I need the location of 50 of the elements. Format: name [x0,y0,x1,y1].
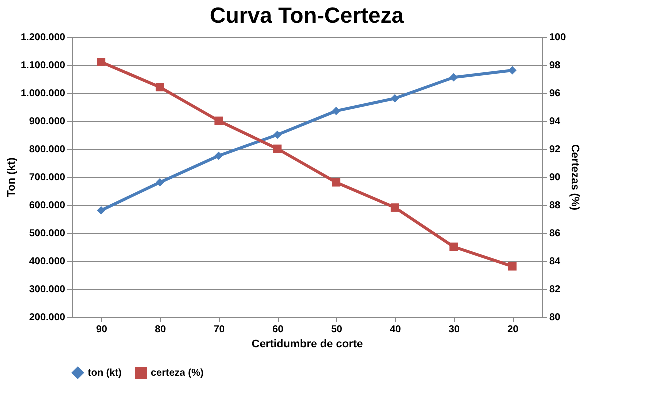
y2-axis-title: Certezas (%) [569,144,582,211]
y-tick-label: 1.200.000 [21,32,66,44]
point [332,107,341,116]
y2-tick-label: 86 [550,228,562,240]
y-tick-label: 700.000 [29,172,66,184]
y-tick-label: 300.000 [29,284,66,296]
point [273,144,282,154]
y2-tick-label: 90 [550,172,562,184]
point [390,94,400,103]
point [332,178,341,187]
y2-tick-label: 84 [550,256,562,268]
y2-tick-label: 82 [550,284,562,296]
y2-tick-label: 80 [550,312,562,324]
legend-label: ton (kt) [88,368,122,379]
legend-label: certeza (%) [151,368,204,379]
y2-tick-label: 94 [550,116,562,128]
point [156,178,164,187]
y-tick-label: 400.000 [29,256,66,268]
y-tick-label: 600.000 [29,200,66,212]
y2-tick-label: 96 [550,88,562,100]
y-tick-label: 900.000 [29,116,66,128]
x-tick-label: 20 [508,324,520,336]
x-tick-label: 70 [214,324,226,336]
y2-tick-label: 98 [550,60,562,72]
y-axis-title: Ton (kt) [6,157,18,198]
point [156,83,164,92]
point [97,206,106,215]
x-tick-label: 40 [390,324,402,336]
y-tick-label: 1.000.000 [21,88,66,100]
y-tick-label: 500.000 [29,228,66,240]
point [273,130,282,140]
point [214,116,224,126]
x-tick-label: 80 [155,324,167,336]
y-tick-label: 200.000 [29,312,66,324]
chart-title: Curva Ton-Certeza [210,3,405,28]
point [508,262,517,271]
x-tick-label: 50 [331,324,343,336]
point [450,242,458,252]
y2-tick-label: 100 [550,32,567,44]
y-tick-label: 1.100.000 [21,60,66,72]
point [97,58,106,66]
y2-tick-label: 88 [550,200,562,212]
x-tick-label: 60 [272,324,284,336]
x-tick-label: 90 [96,324,108,336]
x-axis-title: Certidumbre de corte [252,338,364,350]
y-tick-label: 800.000 [29,144,66,156]
point [214,152,224,160]
point [390,204,400,212]
x-tick-label: 30 [448,324,460,336]
y2-tick-label: 92 [550,144,562,156]
